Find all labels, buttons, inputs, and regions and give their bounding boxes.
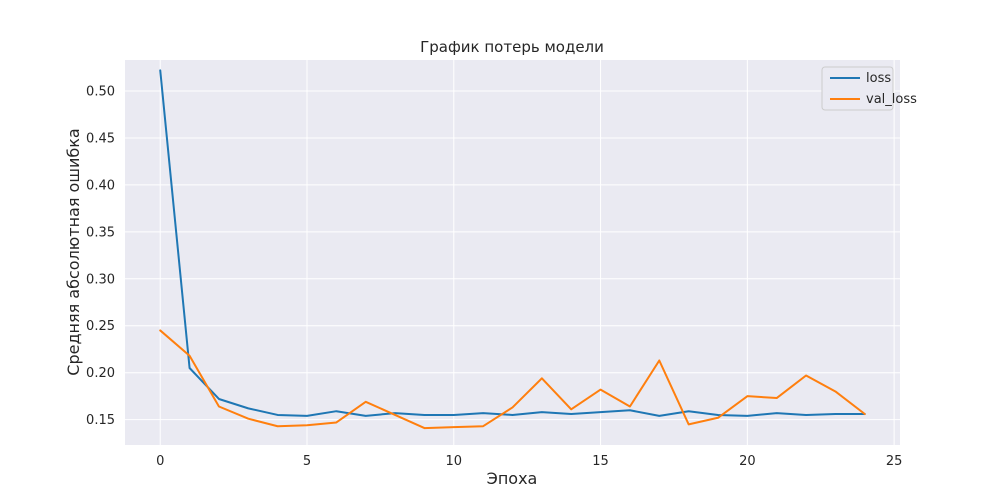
chart-title: График потерь модели xyxy=(420,38,604,56)
y-tick-label: 0.20 xyxy=(86,366,115,381)
y-tick-label: 0.30 xyxy=(86,272,115,287)
grid-lines xyxy=(125,60,900,445)
x-tick-label: 10 xyxy=(446,454,463,469)
y-tick-labels: 0.15 0.20 0.25 0.30 0.35 0.40 0.45 0.50 xyxy=(86,84,115,428)
series-line-loss xyxy=(159,69,866,417)
x-tick-label: 20 xyxy=(739,454,756,469)
y-tick-label: 0.50 xyxy=(86,84,115,99)
x-tick-label: 0 xyxy=(156,454,164,469)
y-tick-label: 0.15 xyxy=(86,413,115,428)
legend-label-val-loss: val_loss xyxy=(866,92,917,107)
x-axis-label: Эпоха xyxy=(487,469,538,488)
legend: loss val_loss xyxy=(821,66,917,111)
legend-label-loss: loss xyxy=(866,71,891,86)
x-tick-labels: 0 5 10 15 20 25 xyxy=(156,454,902,469)
x-tick-label: 5 xyxy=(303,454,311,469)
y-tick-label: 0.40 xyxy=(86,178,115,193)
y-tick-label: 0.45 xyxy=(86,131,115,146)
series-lines xyxy=(159,69,866,430)
y-tick-label: 0.25 xyxy=(86,319,115,334)
x-tick-label: 15 xyxy=(592,454,609,469)
y-axis-label: Средняя абсолютная ошибка xyxy=(64,128,83,375)
series-line-val-loss xyxy=(159,329,866,430)
plot-area xyxy=(125,60,900,445)
x-tick-label: 25 xyxy=(886,454,903,469)
y-tick-label: 0.35 xyxy=(86,225,115,240)
